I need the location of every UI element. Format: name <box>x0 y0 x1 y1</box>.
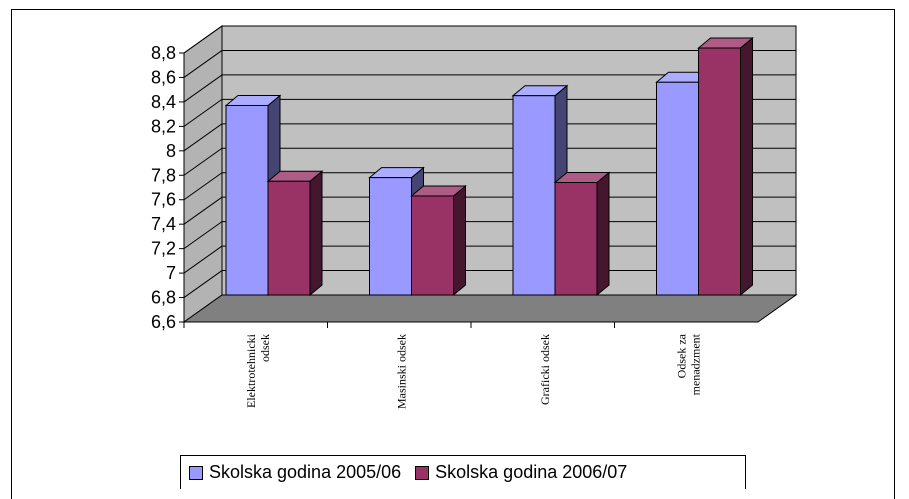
y-tick-label: 8,2 <box>151 116 176 136</box>
legend-swatch-series-2 <box>415 465 430 480</box>
x-tick-label: Elektrotehnickiodsek <box>244 333 272 408</box>
gridline-diagonal <box>183 245 223 274</box>
y-tick-label: 6,8 <box>151 288 176 308</box>
x-tick-label: Odsek zamenadzment <box>674 333 702 395</box>
bar-side <box>596 171 610 297</box>
gridline-diagonal <box>183 172 223 201</box>
bar <box>411 195 454 296</box>
bar <box>554 182 598 296</box>
x-tick-label: Masinski odsek <box>394 334 408 409</box>
legend-label-series-2: Skolska godina 2006/07 <box>435 462 628 482</box>
legend-label-series-1: Skolska godina 2005/06 <box>209 462 402 482</box>
gridline-diagonal <box>183 123 223 152</box>
chart-floor <box>182 294 798 323</box>
gridline-diagonal <box>183 98 223 127</box>
legend-item-series-2: Skolska godina 2006/07 <box>415 462 627 483</box>
y-tick-label: 6,6 <box>151 312 176 332</box>
y-tick-label: 7,4 <box>151 214 176 234</box>
bar <box>225 104 269 296</box>
bar <box>267 180 311 296</box>
bar <box>369 177 412 296</box>
y-tick-label: 8,6 <box>151 67 176 87</box>
y-tick-label: 7,8 <box>151 165 176 185</box>
y-tick-label: 8,4 <box>151 92 176 112</box>
gridline-diagonal <box>183 221 223 250</box>
y-tick-label: 7 <box>166 263 176 283</box>
legend-swatch-series-1 <box>189 465 203 480</box>
gridline-diagonal <box>183 196 223 225</box>
gridline-diagonal <box>183 270 223 298</box>
bar-side <box>453 184 466 297</box>
legend-item-series-1: Skolska godina 2005/06 <box>189 462 401 483</box>
chart-side-wall <box>183 25 223 323</box>
gridline-diagonal <box>183 74 223 103</box>
bar-side <box>309 170 323 297</box>
bar <box>698 47 741 296</box>
gridline-diagonal <box>183 147 223 176</box>
y-tick-label: 8,8 <box>151 43 176 63</box>
legend: Skolska godina 2005/06 Skolska godina 20… <box>180 455 746 489</box>
bar <box>656 81 699 296</box>
gridline-diagonal <box>183 25 223 54</box>
bar <box>512 95 556 296</box>
y-tick-label: 8 <box>166 141 176 161</box>
y-tick-label: 7,6 <box>151 190 176 210</box>
x-tick-label: Graficki odsek <box>538 334 552 405</box>
y-tick-label: 7,2 <box>151 239 176 259</box>
gridline-diagonal <box>183 50 223 78</box>
bar-side <box>740 36 753 297</box>
